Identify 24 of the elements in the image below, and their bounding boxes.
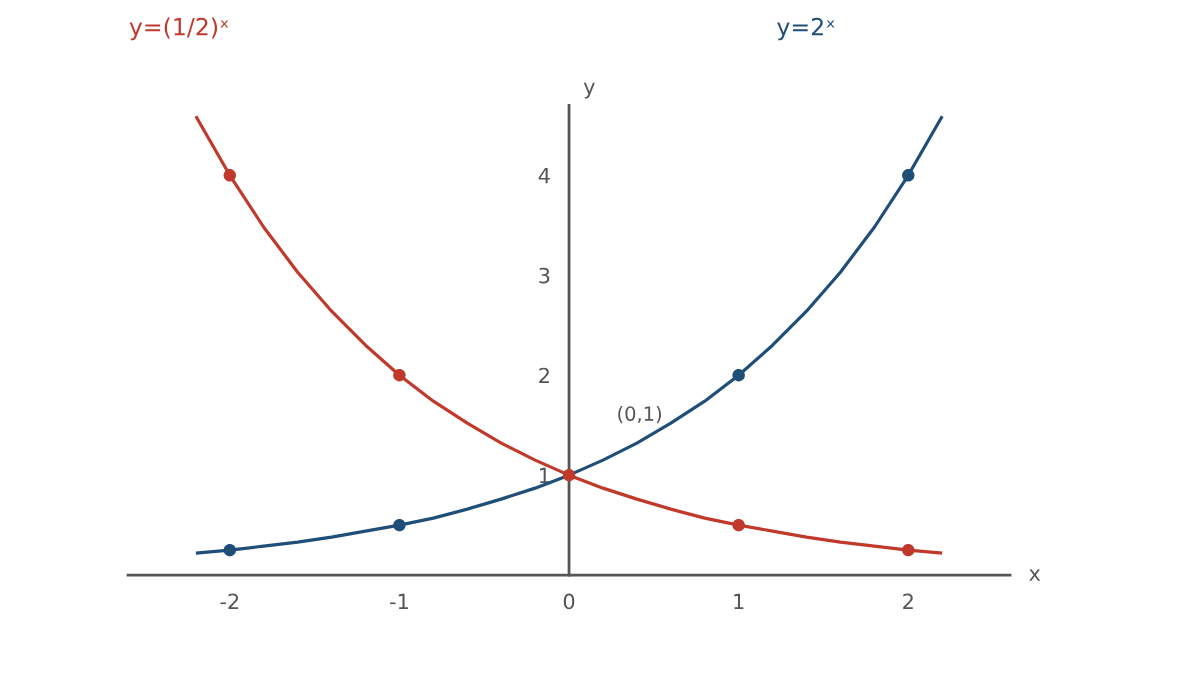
point	[393, 518, 406, 532]
point	[223, 543, 237, 557]
x-tick-label: -2	[220, 593, 239, 609]
y-tick-label: 2	[539, 367, 549, 384]
point	[902, 169, 915, 182]
annotation: (0,1)	[618, 405, 661, 424]
point	[732, 368, 745, 382]
x-tick-label: 2	[903, 593, 913, 609]
y-tick-label: 3	[539, 267, 550, 284]
point	[393, 368, 406, 382]
line-series	[194, 114, 944, 555]
text: y=(1/2)ˣ	[129, 17, 229, 41]
x-tick-label: 0	[563, 593, 575, 610]
point	[562, 468, 576, 482]
y-axis-title: y	[583, 82, 595, 99]
point	[732, 518, 745, 532]
x-axis-title: x	[1029, 569, 1041, 581]
x-tick-label: 1	[734, 593, 744, 609]
x-tick-label: -1	[390, 593, 408, 609]
y-tick-label: 4	[538, 168, 550, 184]
point	[223, 169, 237, 182]
point	[902, 543, 915, 557]
y-tick-label: 1	[540, 467, 550, 484]
text: y=2ˣ	[777, 17, 835, 41]
